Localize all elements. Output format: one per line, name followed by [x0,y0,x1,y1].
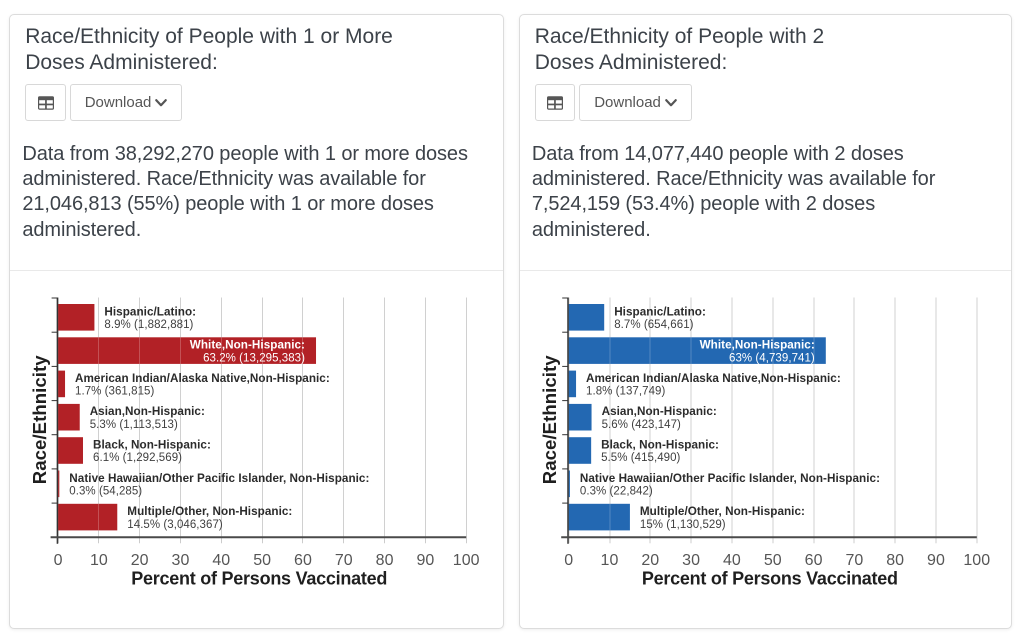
svg-text:1.7% (361,815): 1.7% (361,815) [75,386,154,398]
svg-text:60: 60 [804,552,822,569]
svg-text:15% (1,130,529): 15% (1,130,529) [639,519,725,531]
svg-text:100: 100 [963,552,990,569]
svg-text:40: 40 [722,552,740,569]
svg-text:Native Hawaiian/Other Pacific: Native Hawaiian/Other Pacific Islander, … [579,472,879,485]
svg-text:Black, Non-Hispanic:: Black, Non-Hispanic: [601,439,719,452]
svg-text:Asian,Non-Hispanic:: Asian,Non-Hispanic: [90,405,205,418]
svg-text:30: 30 [172,552,190,569]
svg-text:5.6% (423,147): 5.6% (423,147) [601,419,680,431]
svg-text:63.2% (13,295,383): 63.2% (13,295,383) [203,352,305,364]
svg-text:White,Non-Hispanic:: White,Non-Hispanic: [190,339,305,352]
svg-text:0.3% (22,842): 0.3% (22,842) [579,486,652,498]
svg-text:Hispanic/Latino:: Hispanic/Latino: [104,305,196,318]
svg-text:American Indian/Alaska Native,: American Indian/Alaska Native,Non-Hispan… [75,372,330,385]
svg-text:10: 10 [600,552,618,569]
svg-text:0: 0 [564,552,573,569]
svg-text:100: 100 [453,552,480,569]
svg-text:60: 60 [294,552,312,569]
svg-text:14.5% (3,046,367): 14.5% (3,046,367) [127,519,223,531]
svg-text:70: 70 [335,552,353,569]
svg-text:White,Non-Hispanic:: White,Non-Hispanic: [699,339,814,352]
svg-text:Multiple/Other, Non-Hispanic:: Multiple/Other, Non-Hispanic: [127,505,292,518]
svg-text:Multiple/Other, Non-Hispanic:: Multiple/Other, Non-Hispanic: [639,505,804,518]
svg-text:Race/Ethnicity: Race/Ethnicity [29,355,50,484]
svg-text:American Indian/Alaska Native,: American Indian/Alaska Native,Non-Hispan… [586,372,841,385]
svg-text:30: 30 [682,552,700,569]
svg-text:40: 40 [212,552,230,569]
svg-text:80: 80 [376,552,394,569]
svg-text:8.7% (654,661): 8.7% (654,661) [614,319,693,331]
svg-text:Black, Non-Hispanic:: Black, Non-Hispanic: [93,439,211,452]
svg-text:20: 20 [131,552,149,569]
svg-text:20: 20 [641,552,659,569]
svg-text:5.5% (415,490): 5.5% (415,490) [601,452,680,464]
svg-text:Percent of Persons Vaccinated: Percent of Persons Vaccinated [641,568,897,588]
svg-text:50: 50 [253,552,271,569]
svg-text:90: 90 [927,552,945,569]
svg-text:0: 0 [54,552,63,569]
svg-text:5.3% (1,113,513): 5.3% (1,113,513) [90,419,178,431]
svg-text:Asian,Non-Hispanic:: Asian,Non-Hispanic: [601,405,716,418]
svg-text:90: 90 [416,552,434,569]
svg-text:Hispanic/Latino:: Hispanic/Latino: [614,305,706,318]
svg-text:10: 10 [90,552,108,569]
svg-text:8.9% (1,882,881): 8.9% (1,882,881) [104,319,193,331]
svg-text:63% (4,739,741): 63% (4,739,741) [729,352,815,364]
svg-text:50: 50 [763,552,781,569]
svg-text:Percent of Persons Vaccinated: Percent of Persons Vaccinated [131,568,387,588]
svg-text:0.3% (54,285): 0.3% (54,285) [69,486,142,498]
svg-text:70: 70 [845,552,863,569]
svg-text:6.1% (1,292,569): 6.1% (1,292,569) [93,452,182,464]
svg-text:Race/Ethnicity: Race/Ethnicity [539,355,560,484]
svg-text:80: 80 [886,552,904,569]
svg-text:1.8% (137,749): 1.8% (137,749) [586,386,665,398]
svg-text:Native Hawaiian/Other Pacific: Native Hawaiian/Other Pacific Islander, … [69,472,369,485]
